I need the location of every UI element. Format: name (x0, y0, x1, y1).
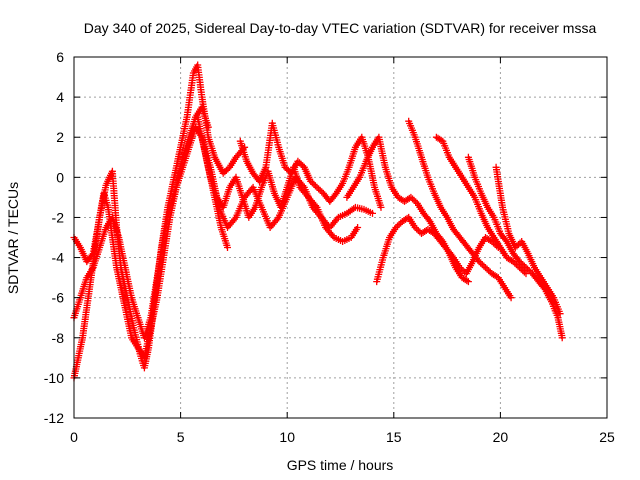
plus-markers (464, 153, 566, 342)
tick-marks (73, 56, 608, 419)
x-tick-label: 0 (70, 429, 78, 445)
plus-markers (236, 119, 385, 211)
y-tick-label: -8 (52, 330, 65, 346)
plot-frame (73, 56, 608, 419)
series-trace-h (373, 213, 502, 286)
plot-border (73, 56, 608, 419)
y-tick-label: 0 (56, 169, 64, 185)
data-points (70, 61, 566, 382)
series-trace-f (236, 119, 385, 211)
chart-title: Day 340 of 2025, Sidereal Day-to-day VTE… (84, 20, 597, 36)
x-tick-label: 15 (386, 429, 402, 445)
y-tick-label: -6 (52, 290, 65, 306)
x-tick-label: 20 (493, 429, 509, 445)
y-tick-label: 6 (56, 49, 64, 65)
series-trace-e (198, 133, 376, 231)
x-tick-labels: 0 5 10 15 20 25 (70, 429, 615, 445)
x-tick-label: 10 (279, 429, 295, 445)
y-tick-label: -2 (52, 209, 65, 225)
y-tick-label: 2 (56, 129, 64, 145)
x-tick-label: 5 (177, 429, 185, 445)
y-tick-label: 4 (56, 89, 64, 105)
y-tick-labels: -12 -10 -8 -6 -4 -2 0 2 4 6 (44, 49, 64, 426)
series-trace-l (492, 163, 564, 318)
plus-markers (373, 213, 502, 286)
plus-markers (432, 133, 530, 278)
plus-markers (198, 133, 376, 231)
series-trace-k (464, 153, 566, 342)
y-tick-label: -12 (44, 410, 64, 426)
plus-markers (492, 163, 564, 318)
x-axis-title: GPS time / hours (287, 457, 394, 473)
y-tick-label: -10 (44, 370, 64, 386)
x-tick-label: 25 (599, 429, 615, 445)
series-trace-j (432, 133, 530, 278)
y-axis-title: SDTVAR / TECUs (5, 182, 21, 294)
y-tick-label: -4 (52, 250, 65, 266)
series-trace-i (405, 117, 515, 302)
plus-markers (405, 117, 515, 302)
